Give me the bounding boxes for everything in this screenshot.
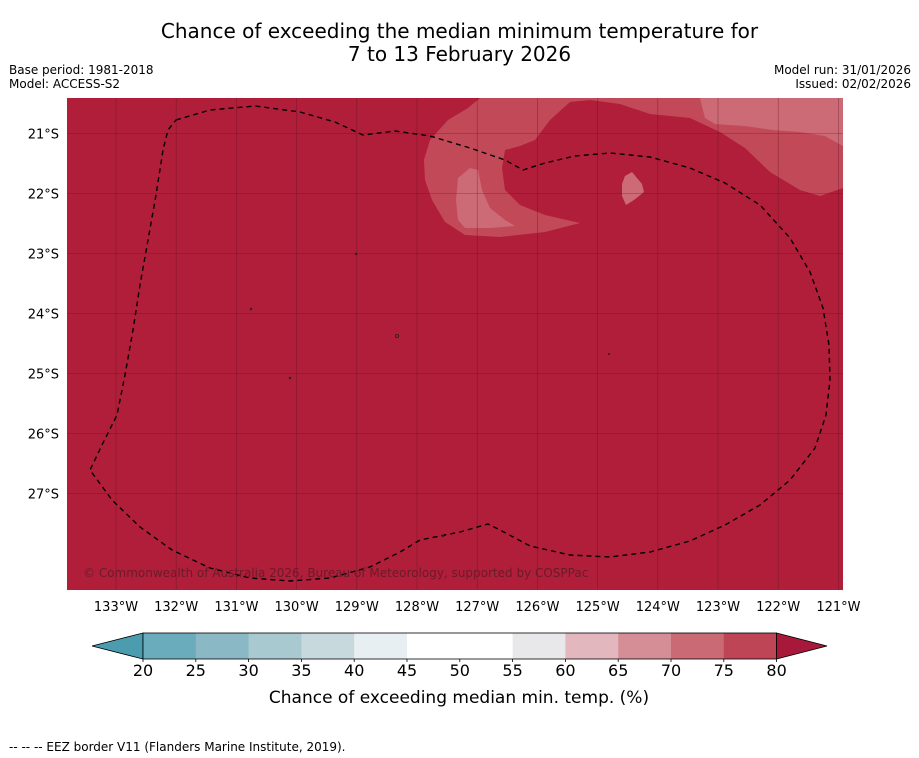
latitude-label: 23°S <box>28 248 59 263</box>
latitude-label: 21°S <box>28 128 59 143</box>
longitude-label: 123°W <box>696 600 740 615</box>
longitude-label: 125°W <box>576 600 620 615</box>
colorbar: 20 25 30 35 40 45 50 55 60 65 70 75 80 <box>91 632 828 680</box>
model-run-text: Model run: 31/01/2026 <box>773 63 911 77</box>
metadata-left: Base period: 1981-2018 Model: ACCESS-S2 <box>9 63 154 91</box>
colorbar-under-arrow <box>91 632 144 660</box>
colorbar-tick-label: 20 <box>133 661 153 680</box>
colorbar-segment <box>354 633 408 659</box>
island <box>608 352 611 355</box>
base-period-text: Base period: 1981-2018 <box>9 63 154 77</box>
colorbar-segment <box>512 633 566 659</box>
zone-70-percent-island <box>622 172 644 205</box>
latitude-label: 24°S <box>28 308 59 323</box>
latitude-label: 26°S <box>28 428 59 443</box>
chart-title-line1: Chance of exceeding the median minimum t… <box>160 19 759 43</box>
colorbar-tick-label: 50 <box>450 661 470 680</box>
colorbar-tick-label: 30 <box>238 661 258 680</box>
island <box>441 534 445 538</box>
colorbar-segment <box>248 633 302 659</box>
colorbar-segment <box>565 633 619 659</box>
colorbar-tick-label: 55 <box>502 661 522 680</box>
zone-70-percent <box>700 98 843 146</box>
island <box>249 307 253 311</box>
model-text: Model: ACCESS-S2 <box>9 77 121 91</box>
footnote-eez: -- -- -- EEZ border V11 (Flanders Marine… <box>9 740 346 754</box>
colorbar-tick-label: 45 <box>397 661 417 680</box>
longitude-labels: 133°W 132°W 131°W 130°W 129°W 128°W 127°W 126°W… <box>94 600 861 615</box>
longitude-label: 130°W <box>275 600 319 615</box>
longitude-label: 132°W <box>154 600 198 615</box>
copyright-text: © Commonwealth of Australia 2026, Bureau… <box>83 566 588 580</box>
colorbar-segment <box>671 633 725 659</box>
colorbar-label: Chance of exceeding median min. temp. (%… <box>269 688 649 708</box>
longitude-label: 133°W <box>94 600 138 615</box>
colorbar-over-arrow <box>776 632 828 660</box>
map-figure: © Commonwealth of Australia 2026, Bureau… <box>28 98 861 708</box>
colorbar-tick-label: 35 <box>291 661 311 680</box>
islands <box>249 252 611 538</box>
probability-zones <box>424 98 843 237</box>
colorbar-segment <box>618 633 672 659</box>
longitude-label: 122°W <box>756 600 800 615</box>
latitude-label: 25°S <box>28 368 59 383</box>
longitude-label: 126°W <box>515 600 559 615</box>
island <box>394 333 399 338</box>
island <box>354 252 358 256</box>
colorbar-segment <box>459 633 513 659</box>
zone-70-percent-small <box>456 168 515 228</box>
longitude-label: 121°W <box>816 600 860 615</box>
zone-75-percent <box>424 98 843 237</box>
colorbar-tick-label: 25 <box>186 661 206 680</box>
longitude-label: 129°W <box>335 600 379 615</box>
longitude-label: 127°W <box>455 600 499 615</box>
latitude-labels: 21°S 22°S 23°S 24°S 25°S 26°S 27°S <box>28 128 59 503</box>
colorbar-tick-label: 60 <box>555 661 575 680</box>
eez-border <box>89 105 831 582</box>
colorbar-segment <box>143 633 197 659</box>
colorbar-segment <box>723 633 777 659</box>
colorbar-segment <box>195 633 249 659</box>
map-gridlines <box>67 98 843 590</box>
chart-title-line2: 7 to 13 February 2026 <box>347 42 572 66</box>
colorbar-tick-label: 70 <box>661 661 681 680</box>
latitude-label: 27°S <box>28 488 59 503</box>
longitude-label: 128°W <box>395 600 439 615</box>
colorbar-tick-label: 40 <box>344 661 364 680</box>
issued-text: Issued: 02/02/2026 <box>795 77 911 91</box>
island <box>288 376 292 380</box>
latitude-label: 22°S <box>28 188 59 203</box>
colorbar-segment <box>407 633 461 659</box>
longitude-label: 124°W <box>636 600 680 615</box>
metadata-right: Model run: 31/01/2026 Issued: 02/02/2026 <box>774 63 911 91</box>
colorbar-tick-label: 65 <box>608 661 628 680</box>
colorbar-segment <box>301 633 355 659</box>
colorbar-tick-label: 75 <box>714 661 734 680</box>
longitude-label: 131°W <box>214 600 258 615</box>
colorbar-tick-label: 80 <box>766 661 786 680</box>
